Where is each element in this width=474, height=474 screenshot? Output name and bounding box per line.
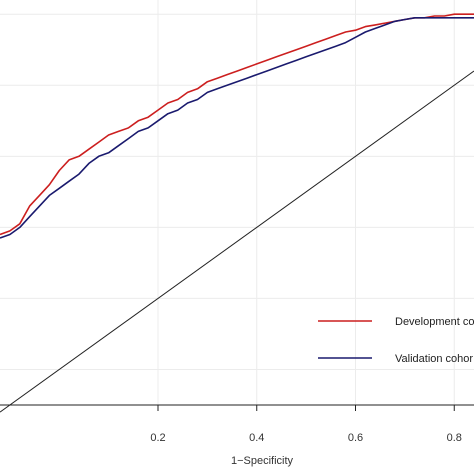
x-tick-label: 0.6 (348, 432, 363, 444)
legend-label-validation: Validation cohor (395, 353, 473, 365)
x-axis-ticks: 0.2 0.4 0.6 0.8 (150, 405, 462, 444)
series-lines (0, 13, 474, 239)
x-gridlines (157, 0, 455, 405)
series-line-validation (0, 17, 474, 239)
reference-diagonal-line (0, 70, 474, 413)
x-tick-label: 0.2 (150, 432, 165, 444)
legend-label-development: Development co (395, 316, 474, 328)
x-tick-label: 0.4 (249, 432, 264, 444)
legend: Development co Validation cohor (318, 316, 474, 365)
x-axis-title: 1−Specificity (231, 455, 294, 467)
x-tick-label: 0.8 (447, 432, 462, 444)
